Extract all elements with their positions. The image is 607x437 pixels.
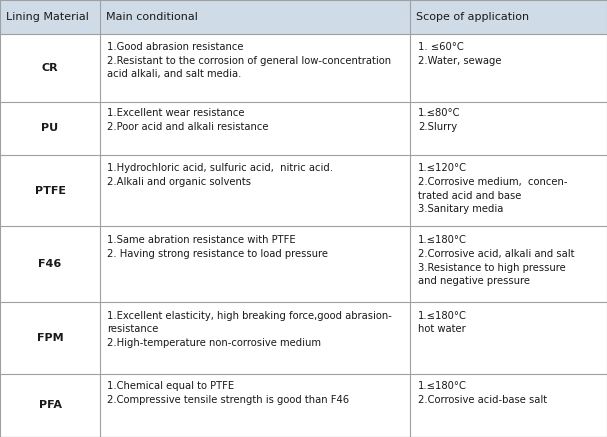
Text: Scope of application: Scope of application [416,12,529,22]
Text: 1.Excellent elasticity, high breaking force,good abrasion-
resistance
2.High-tem: 1.Excellent elasticity, high breaking fo… [107,311,392,348]
Text: Lining Material: Lining Material [6,12,89,22]
Bar [410,0,607,34]
Bar [100,102,410,155]
Bar [100,302,410,374]
Text: 1.Hydrochloric acid, sulfuric acid,  nitric acid.
2.Alkali and organic solvents: 1.Hydrochloric acid, sulfuric acid, nitr… [107,163,333,187]
Text: 1.≤120°C
2.Corrosive medium,  concen-
trated acid and base
3.Sanitary media: 1.≤120°C 2.Corrosive medium, concen- tra… [418,163,568,214]
Text: 1.Chemical equal to PTFE
2.Compressive tensile strength is good than F46: 1.Chemical equal to PTFE 2.Compressive t… [107,382,349,405]
Bar [100,34,410,102]
Text: PU: PU [41,124,58,133]
Text: 1.≤180°C
2.Corrosive acid-base salt: 1.≤180°C 2.Corrosive acid-base salt [418,382,547,405]
Bar [410,102,607,155]
Bar [0,374,100,437]
Bar [0,302,100,374]
Bar [0,226,100,302]
Text: PFA: PFA [38,400,61,410]
Bar [0,34,100,102]
Bar [0,155,100,226]
Text: 1.Excellent wear resistance
2.Poor acid and alkali resistance: 1.Excellent wear resistance 2.Poor acid … [107,108,268,132]
Text: CR: CR [42,63,58,73]
Text: PTFE: PTFE [35,186,66,196]
Text: 1.≤180°C
hot water: 1.≤180°C hot water [418,311,467,334]
Bar [0,102,100,155]
Bar [0,0,100,34]
Bar [100,0,410,34]
Bar [410,302,607,374]
Text: 1. ≤60°C
2.Water, sewage: 1. ≤60°C 2.Water, sewage [418,42,501,66]
Text: 1.≤180°C
2.Corrosive acid, alkali and salt
3.Resistance to high pressure
and neg: 1.≤180°C 2.Corrosive acid, alkali and sa… [418,236,574,286]
Bar [410,155,607,226]
Text: F46: F46 [38,259,62,269]
Text: 1.≤80°C
2.Slurry: 1.≤80°C 2.Slurry [418,108,461,132]
Bar [100,155,410,226]
Text: 1.Good abrasion resistance
2.Resistant to the corrosion of general low-concentra: 1.Good abrasion resistance 2.Resistant t… [107,42,391,79]
Bar [410,374,607,437]
Bar [100,374,410,437]
Text: FPM: FPM [36,333,63,343]
Bar [410,226,607,302]
Bar [410,34,607,102]
Bar [100,226,410,302]
Text: 1.Same abration resistance with PTFE
2. Having strong resistance to load pressur: 1.Same abration resistance with PTFE 2. … [107,236,328,259]
Text: Main conditional: Main conditional [106,12,198,22]
